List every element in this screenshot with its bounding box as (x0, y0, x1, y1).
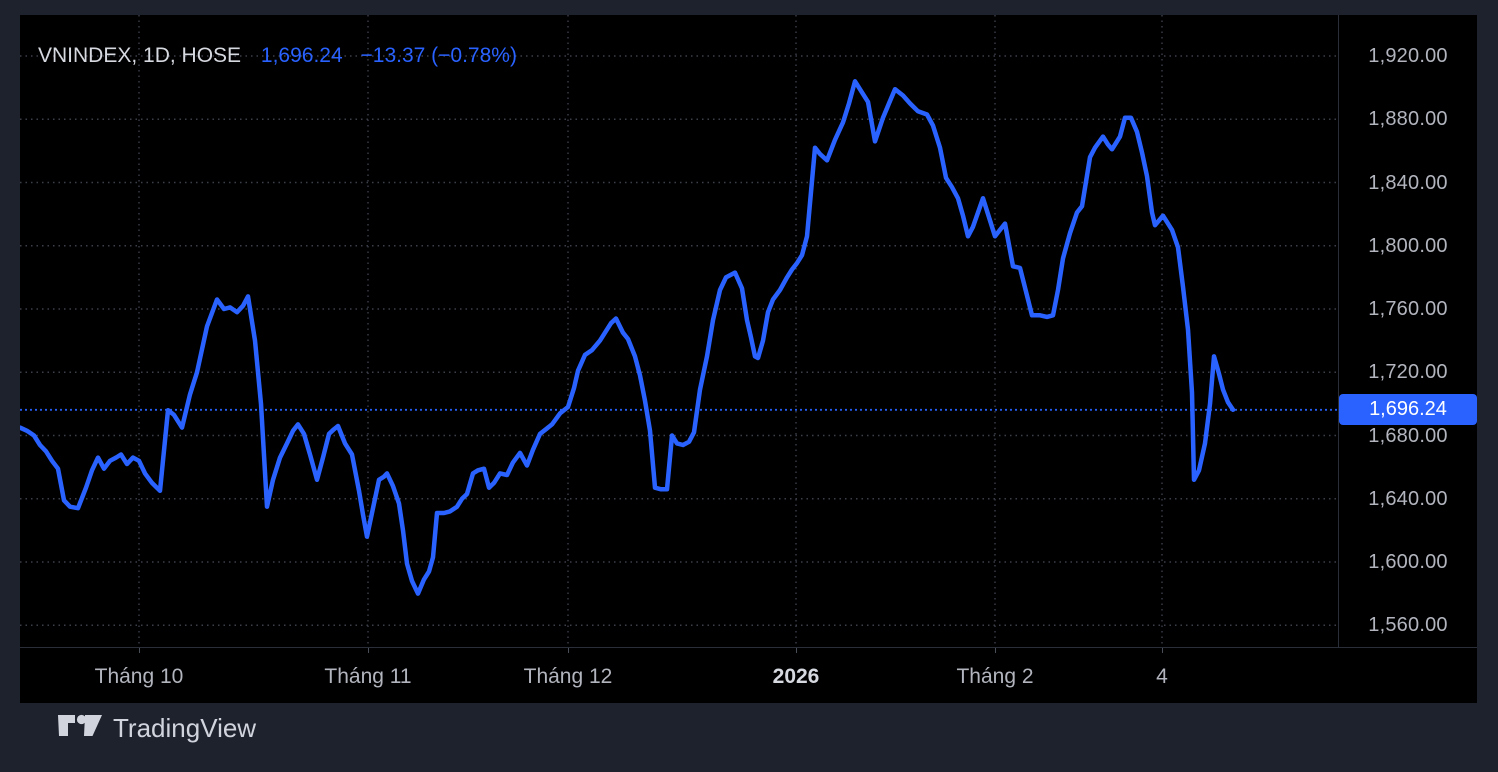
x-axis-tick (139, 648, 140, 653)
price-scale[interactable]: 1,920.00 1,880.00 1,840.00 1,800.00 1,760.00… (1339, 15, 1477, 647)
tradingview-logo-icon[interactable] (57, 714, 103, 742)
x-axis-label: Tháng 2 (956, 665, 1034, 688)
price-chart-plot[interactable] (20, 15, 1338, 647)
chart-region: 1,920.00 1,880.00 1,840.00 1,800.00 1,760.00… (20, 15, 1477, 703)
y-axis-label: 1,840.00 (1368, 171, 1448, 194)
time-scale[interactable]: Tháng 10 Tháng 11 Tháng 12 2026 Tháng 2 4 (20, 648, 1477, 703)
price-change-value: −13.37 (−0.78%) (360, 44, 517, 67)
y-axis-label: 1,800.00 (1368, 234, 1448, 257)
x-axis-tick (568, 648, 569, 653)
symbol-title[interactable]: VNINDEX, 1D, HOSE (38, 44, 242, 67)
price-series-line (20, 79, 1236, 596)
tradingview-brand-text[interactable]: TradingView (113, 713, 257, 743)
y-axis-label: 1,920.00 (1368, 45, 1448, 67)
x-axis-tick (796, 648, 797, 653)
x-axis-tick (1162, 648, 1163, 653)
price-scale-separator (1338, 15, 1339, 647)
y-axis-label: 1,680.00 (1368, 424, 1448, 447)
current-price-badge: 1,696.24 (1339, 394, 1477, 426)
x-axis-label: 4 (1156, 665, 1168, 688)
y-axis-label: 1,880.00 (1368, 108, 1448, 131)
footer-bar: TradingView (0, 703, 1498, 772)
y-axis-label: 1,560.00 (1368, 614, 1448, 637)
y-axis-label: 1,760.00 (1368, 298, 1448, 320)
x-axis-label: Tháng 12 (523, 665, 613, 688)
x-axis-label: 2026 (772, 665, 820, 688)
symbol-legend: VNINDEX, 1D, HOSE 1,696.24 −13.37 (−0.78… (38, 42, 517, 70)
x-axis-tick (995, 648, 996, 653)
time-scale-separator (20, 647, 1477, 648)
x-axis-label: Tháng 11 (324, 665, 412, 688)
y-axis-label: 1,600.00 (1368, 551, 1448, 573)
x-axis-tick (368, 648, 369, 653)
x-axis-label: Tháng 10 (94, 665, 184, 688)
y-axis-label: 1,720.00 (1368, 361, 1448, 384)
y-axis-label: 1,640.00 (1368, 487, 1448, 510)
last-price-value: 1,696.24 (260, 44, 343, 67)
